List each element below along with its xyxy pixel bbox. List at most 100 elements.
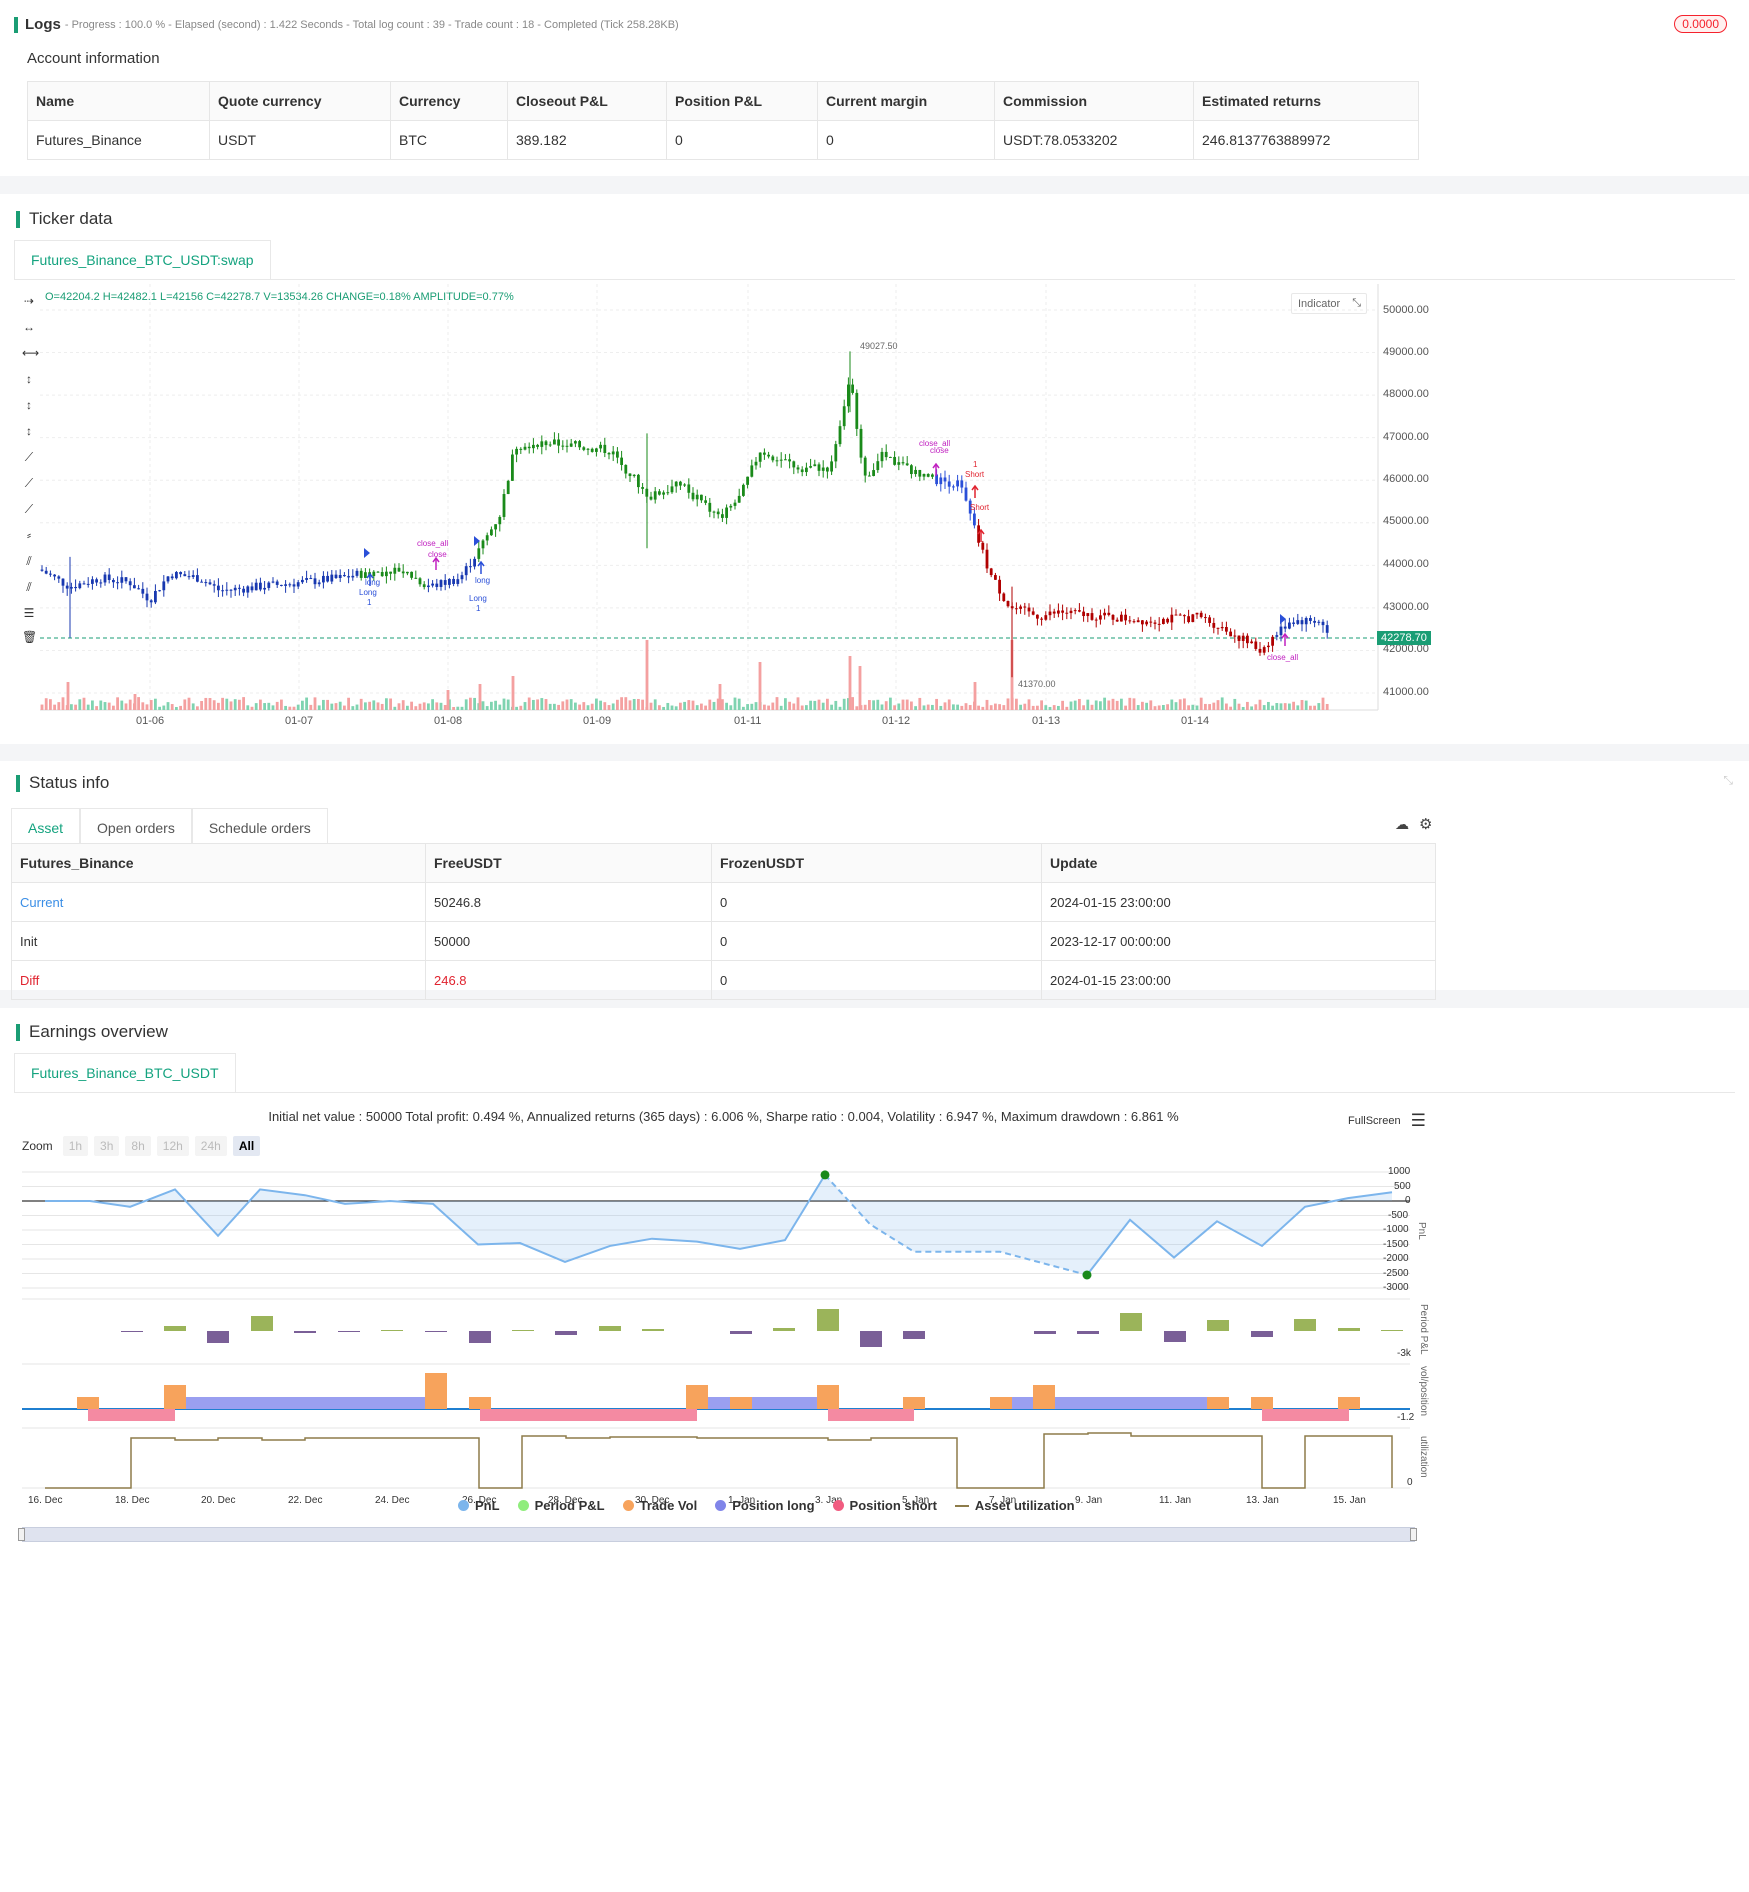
segment-line-icon[interactable]: ⟋ xyxy=(24,502,34,516)
volume-bar xyxy=(557,704,560,710)
candle-body xyxy=(1275,635,1279,637)
pnl-area xyxy=(45,1174,825,1262)
candle-body xyxy=(1141,620,1144,625)
vertical-ray-icon[interactable]: ↕ xyxy=(26,398,32,412)
candle-body xyxy=(767,454,770,457)
tab-asset[interactable]: Asset xyxy=(11,808,81,847)
candle-body xyxy=(624,464,628,474)
vertical-line-icon[interactable]: ↕ xyxy=(26,372,32,386)
candle-body xyxy=(162,581,166,591)
volume-bar xyxy=(481,701,485,710)
zoom-all-button[interactable]: All xyxy=(232,1136,261,1156)
zoom-8h-button[interactable]: 8h xyxy=(125,1136,151,1156)
candle-body xyxy=(897,462,901,465)
fib-retracement-icon[interactable]: ☰ xyxy=(23,606,35,620)
tab-earnings-symbol[interactable]: Futures_Binance_BTC_USDT xyxy=(14,1053,236,1092)
logs-card: Logs - Progress : 100.0 % - Elapsed (sec… xyxy=(0,0,1749,176)
volume-bar xyxy=(385,698,388,710)
volume-bar xyxy=(1136,705,1140,710)
candle-body xyxy=(61,578,65,586)
candle-body xyxy=(586,448,590,450)
price-line-icon[interactable]: ⸗ xyxy=(27,528,31,542)
cell: 246.8137763889972 xyxy=(1193,120,1419,160)
volume-bar xyxy=(1250,706,1253,710)
tab-open-orders[interactable]: Open orders xyxy=(80,808,192,847)
horizontal-line-icon[interactable]: ⇢ xyxy=(23,294,35,308)
legend-trade-vol[interactable]: Trade Vol xyxy=(622,1498,698,1513)
candle-body xyxy=(1208,617,1211,623)
candle-body xyxy=(217,585,220,591)
position-long-bar xyxy=(1001,1397,1218,1409)
volume-bar xyxy=(1006,698,1010,710)
volume-bar xyxy=(397,703,401,710)
legend-period-pnl[interactable]: Period P&L xyxy=(517,1498,605,1513)
earnings-chart xyxy=(22,1170,1410,1489)
candle-body xyxy=(515,448,518,455)
volume-bar xyxy=(985,699,989,710)
zoom-bar: Zoom 1h 3h 8h 12h 24h All xyxy=(22,1136,266,1156)
tab-ticker-symbol[interactable]: Futures_Binance_BTC_USDT:swap xyxy=(14,240,271,279)
candle-body xyxy=(779,459,783,461)
zoom-12h-button[interactable]: 12h xyxy=(156,1136,189,1156)
candle-body xyxy=(918,469,922,477)
indicator-button[interactable]: Indicator ⤡ xyxy=(1291,293,1367,314)
volume-bar xyxy=(66,682,70,710)
navigator-scrollbar[interactable] xyxy=(22,1527,1415,1542)
volume-bar xyxy=(200,700,203,710)
volume-bar xyxy=(527,697,531,710)
navigator-handle-right[interactable] xyxy=(1410,1528,1417,1541)
annotation-short: Short xyxy=(965,470,985,479)
volume-bar xyxy=(603,702,607,710)
volume-bar xyxy=(1048,706,1052,710)
gear-icon[interactable]: ⚙ xyxy=(1419,816,1433,833)
volume-bar xyxy=(57,702,61,710)
legend-asset-utilization[interactable]: Asset utilization xyxy=(954,1498,1075,1513)
candle-body xyxy=(296,582,300,587)
cloud-download-icon[interactable]: ☁ xyxy=(1395,816,1409,832)
zoom-1h-button[interactable]: 1h xyxy=(62,1136,89,1156)
horizontal-segment-icon[interactable]: ⟷ xyxy=(22,346,40,360)
volume-bar xyxy=(1086,699,1090,710)
candle-body xyxy=(494,524,497,530)
period-pnl-bar xyxy=(860,1331,882,1347)
vertical-segment-icon[interactable]: ↕ xyxy=(26,424,32,438)
legend-label: Trade Vol xyxy=(639,1498,698,1513)
trade-vol-bar xyxy=(1251,1397,1273,1409)
legend-pnl[interactable]: PnL xyxy=(458,1498,500,1513)
tab-schedule-orders[interactable]: Schedule orders xyxy=(191,808,328,847)
navigator-handle-left[interactable] xyxy=(18,1528,25,1541)
trade-vol-bar xyxy=(77,1397,99,1409)
candle-body xyxy=(1006,601,1010,607)
period-pnl-bar xyxy=(469,1331,491,1343)
candle-body xyxy=(578,441,581,448)
candle-body xyxy=(145,593,149,601)
volume-bar xyxy=(338,701,342,710)
period-pnl-bar xyxy=(599,1326,621,1331)
legend-position-short[interactable]: Position short xyxy=(832,1498,937,1513)
candle-body xyxy=(1120,614,1123,622)
candle-body xyxy=(1107,612,1111,615)
volume-bar xyxy=(351,706,355,710)
fullscreen-button[interactable]: FullScreen ☰ xyxy=(1348,1111,1426,1131)
volume-bar xyxy=(74,704,77,710)
volume-bar xyxy=(103,702,107,710)
candle-body xyxy=(1250,641,1253,644)
volume-bar xyxy=(763,704,766,710)
fib-channel-icon[interactable]: ⫽ xyxy=(26,580,32,594)
volume-bar xyxy=(863,704,867,710)
candle-body xyxy=(1048,611,1052,616)
ray-line-icon[interactable]: ⟋ xyxy=(24,476,34,490)
collapse-icon[interactable]: ⤡ xyxy=(1723,773,1733,787)
volume-bar xyxy=(1061,700,1064,710)
volume-bar xyxy=(884,701,888,710)
trend-line-icon[interactable]: ⟋ xyxy=(24,450,34,464)
volume-bar xyxy=(1128,697,1132,710)
zoom-24h-button[interactable]: 24h xyxy=(194,1136,227,1156)
legend-position-long[interactable]: Position long xyxy=(715,1498,815,1513)
trash-icon[interactable]: 🗑 xyxy=(22,630,38,644)
parallel-channel-icon[interactable]: ⫽ xyxy=(26,554,32,568)
y-tick: 47000.00 xyxy=(1383,431,1429,443)
zoom-3h-button[interactable]: 3h xyxy=(94,1136,120,1156)
horizontal-ray-icon[interactable]: ↔ xyxy=(23,320,35,334)
volume-bar xyxy=(183,699,187,710)
